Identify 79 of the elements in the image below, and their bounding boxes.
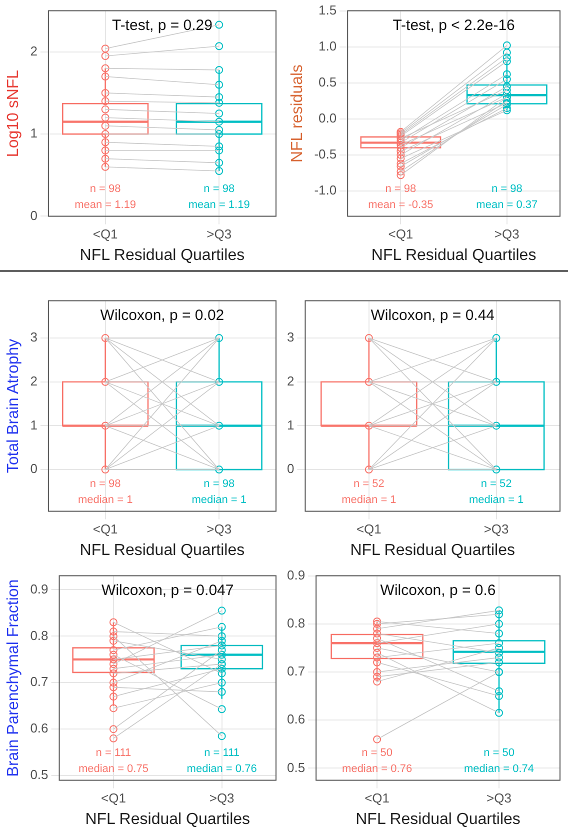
y-tick-label: 0.7 bbox=[286, 664, 306, 679]
y-tick-label: 0.7 bbox=[30, 674, 48, 690]
chart-title: Wilcoxon, p = 0.02 bbox=[100, 306, 224, 324]
annotation: mean = 0.37 bbox=[476, 199, 538, 212]
annotation: median = 0.76 bbox=[342, 763, 412, 776]
x-tick-label: <Q1 bbox=[356, 522, 382, 537]
annotation: n = 98 bbox=[90, 478, 121, 490]
x-tick-label: >Q3 bbox=[494, 226, 520, 242]
y-tick-label: -1.0 bbox=[314, 182, 337, 198]
y-tick-label: 1.5 bbox=[318, 2, 337, 18]
y-tick-label: 0.9 bbox=[286, 567, 306, 582]
annotation: n = 52 bbox=[480, 478, 512, 490]
annotation: n = 50 bbox=[484, 747, 514, 760]
x-tick-label: <Q1 bbox=[92, 226, 118, 242]
y-tick-label: 0.8 bbox=[286, 615, 306, 630]
x-axis-title: NFL Residual Quartiles bbox=[80, 246, 245, 264]
y-axis-title: Total Brain Atrophy bbox=[5, 338, 22, 474]
annotation: n = 98 bbox=[491, 183, 522, 196]
x-tick-label: <Q1 bbox=[388, 226, 414, 242]
x-axis-title: NFL Residual Quartiles bbox=[371, 246, 536, 264]
chart-title: Wilcoxon, p = 0.047 bbox=[102, 582, 234, 599]
x-axis-title: NFL Residual Quartiles bbox=[356, 810, 520, 828]
y-axis-title: Brain Parenchymal Fraction bbox=[5, 579, 22, 777]
y-tick-label: 0.5 bbox=[30, 767, 48, 782]
y-tick-label: 0 bbox=[30, 461, 38, 476]
y-tick-label: 2 bbox=[30, 43, 38, 58]
annotation: n = 111 bbox=[204, 747, 240, 760]
y-tick-label: 3 bbox=[30, 330, 38, 345]
y-axis-title: Log10 sNFL bbox=[5, 70, 22, 158]
x-tick-label: >Q3 bbox=[486, 790, 512, 806]
annotation: median = 1 bbox=[78, 494, 133, 506]
y-tick-label: 0.6 bbox=[30, 720, 48, 736]
annotation: mean = -0.35 bbox=[368, 199, 434, 212]
chart-title: Wilcoxon, p = 0.6 bbox=[380, 582, 496, 599]
y-tick-label: 0.8 bbox=[30, 628, 48, 643]
annotation: median = 1 bbox=[342, 494, 396, 506]
annotation: n = 98 bbox=[204, 183, 235, 196]
y-tick-label: 0 bbox=[30, 208, 38, 223]
chart-title: T-test, p < 2.2e-16 bbox=[392, 16, 515, 34]
annotation: n = 98 bbox=[385, 183, 416, 196]
x-tick-label: <Q1 bbox=[92, 522, 118, 537]
y-tick-label: 0.0 bbox=[318, 110, 337, 126]
y-tick-label: 3 bbox=[286, 330, 294, 345]
annotation: mean = 1.19 bbox=[74, 199, 136, 212]
annotation: median = 1 bbox=[468, 494, 524, 506]
y-tick-label: 1 bbox=[286, 417, 294, 432]
annotation: n = 98 bbox=[90, 183, 121, 196]
x-tick-label: <Q1 bbox=[100, 790, 126, 806]
y-tick-label: 2 bbox=[286, 373, 294, 388]
annotation: n = 111 bbox=[96, 747, 132, 760]
x-tick-label: >Q3 bbox=[484, 522, 509, 537]
chart-title: Wilcoxon, p = 0.44 bbox=[370, 306, 495, 324]
annotation: n = 98 bbox=[204, 478, 235, 490]
annotation: mean = 1.19 bbox=[188, 199, 250, 212]
y-tick-label: 0.9 bbox=[30, 581, 48, 596]
x-tick-label: >Q3 bbox=[206, 226, 232, 242]
annotation: median = 0.75 bbox=[78, 763, 148, 776]
x-axis-title: NFL Residual Quartiles bbox=[80, 542, 245, 559]
chart-title: T-test, p = 0.29 bbox=[112, 16, 212, 34]
y-tick-label: -0.5 bbox=[314, 146, 337, 162]
y-tick-label: 1.0 bbox=[318, 38, 337, 54]
annotation: median = 0.74 bbox=[464, 763, 534, 776]
annotation: median = 1 bbox=[192, 494, 246, 506]
y-tick-label: 0.5 bbox=[286, 760, 306, 775]
x-tick-label: >Q3 bbox=[209, 790, 234, 806]
x-tick-label: <Q1 bbox=[364, 790, 390, 806]
y-tick-label: 1 bbox=[30, 417, 38, 432]
annotation: n = 50 bbox=[362, 747, 392, 760]
annotation: n = 52 bbox=[353, 478, 384, 490]
y-tick-label: 0.5 bbox=[318, 74, 337, 90]
y-tick-label: 0 bbox=[286, 461, 294, 476]
y-tick-label: 1 bbox=[30, 126, 38, 141]
y-axis-title: NFL residuals bbox=[289, 64, 306, 163]
y-tick-label: 0.6 bbox=[286, 712, 306, 727]
x-axis-title: NFL Residual Quartiles bbox=[350, 542, 516, 559]
x-tick-label: >Q3 bbox=[206, 522, 232, 537]
annotation: median = 0.76 bbox=[186, 763, 257, 776]
y-tick-label: 2 bbox=[30, 373, 38, 388]
x-axis-title: NFL Residual Quartiles bbox=[85, 810, 250, 828]
